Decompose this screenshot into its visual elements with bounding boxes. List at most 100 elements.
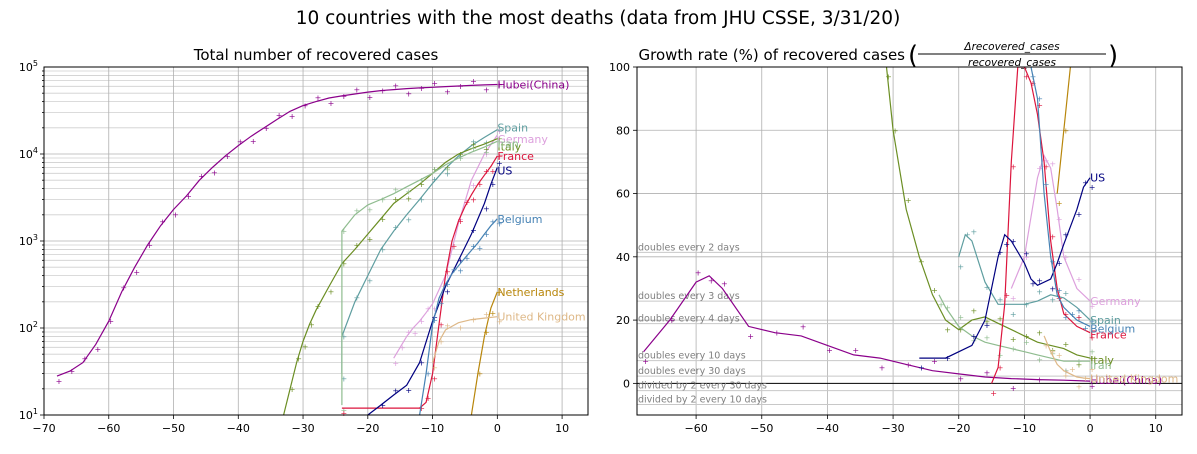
left-point: + (431, 305, 438, 314)
left-point: + (366, 93, 373, 102)
left-point: + (405, 386, 412, 395)
left-point: + (250, 137, 257, 146)
right-point: + (1043, 341, 1050, 350)
left-series-belgium (419, 218, 498, 416)
right-xtick-label: 0 (1087, 422, 1094, 435)
right-point: + (997, 364, 1004, 373)
left-point: + (457, 256, 464, 265)
left-point: + (496, 288, 503, 297)
right-series-hubei-china (643, 275, 1091, 382)
right-point: + (984, 368, 991, 377)
right-point: + (695, 269, 702, 278)
right-point: + (1089, 365, 1096, 374)
left-label-italy: Italy (497, 141, 521, 154)
left-point: + (483, 145, 490, 154)
right-ytick-label: 80 (616, 124, 630, 137)
left-point: + (425, 394, 432, 403)
right-series-netherlands (1056, 67, 1071, 194)
figure-title: 10 countries with the most deaths (data … (296, 8, 901, 29)
left-ytick-label: 102 (19, 320, 38, 335)
left-series-lines: ++++++++++++ +++ +++ ++++++++++++++++++++++… (56, 77, 503, 418)
reference-label: doubles every 4 days (638, 314, 740, 325)
right-point: + (957, 262, 964, 271)
right-label-spain: Spain (1090, 314, 1121, 327)
left-point: + (392, 195, 399, 204)
left-point: + (470, 77, 477, 86)
right-point: + (1049, 349, 1056, 358)
right-point: + (1089, 302, 1096, 311)
left-point: + (483, 310, 490, 319)
left-point: + (470, 140, 477, 149)
right-xtick-label: −50 (750, 422, 773, 435)
right-point: + (1036, 329, 1043, 338)
right-point: + (1010, 384, 1017, 393)
right-label-france: France (1090, 329, 1127, 342)
right-point: + (990, 389, 997, 398)
left-point: + (328, 287, 335, 296)
right-point: + (984, 318, 991, 327)
left-xtick-label: 10 (555, 422, 569, 435)
right-point: + (1076, 313, 1083, 322)
right-series-lines: ++++ ++ +++ ++ + +++++++++ +++++++++ +++++ +++++… (642, 67, 1095, 398)
left-point: + (457, 152, 464, 161)
chart-right-title-fraction: ( Δrecovered_cases recovered_cases ) (908, 41, 1118, 71)
left-series-germany (393, 134, 498, 359)
right-ytick-label: 100 (609, 61, 630, 74)
right-point: + (1076, 357, 1083, 366)
left-point: + (457, 215, 464, 224)
left-point: + (159, 217, 166, 226)
right-point: + (1069, 365, 1076, 374)
left-point: + (405, 188, 412, 197)
left-ytick-label: 104 (19, 146, 38, 161)
chart-right-title: Growth rate (%) of recovered cases (639, 46, 906, 64)
right-point: + (931, 286, 938, 295)
right-point: + (971, 332, 978, 341)
left-point: + (379, 195, 386, 204)
left-point: + (490, 167, 497, 176)
right-point: + (1049, 159, 1056, 168)
right-point: + (1069, 310, 1076, 319)
right-point: + (1049, 258, 1056, 267)
left-point: + (470, 196, 477, 205)
left-point: + (82, 354, 89, 363)
left-label-iran: Iran (497, 137, 519, 150)
left-point: + (470, 181, 477, 190)
right-point: + (1036, 95, 1043, 104)
right-point: + (1043, 180, 1050, 189)
right-xtick-label: −10 (1013, 422, 1036, 435)
right-point: + (1023, 300, 1030, 309)
left-point: + (490, 309, 497, 318)
right-series-italy (885, 67, 1091, 359)
left-point: + (185, 192, 192, 201)
left-point: + (237, 137, 244, 146)
left-point: + (483, 167, 490, 176)
left-point: + (477, 244, 484, 253)
right-point: + (1076, 313, 1083, 322)
right-point: + (944, 303, 951, 312)
left-point: + (496, 152, 503, 161)
right-series-france (991, 67, 1091, 384)
right-point: + (1089, 354, 1096, 363)
left-series-hubei-china (56, 83, 498, 377)
left-point: + (444, 287, 451, 296)
reference-label: doubles every 10 days (638, 351, 746, 362)
right-point: + (1089, 333, 1096, 342)
left-point: + (431, 175, 438, 184)
right-point: + (1062, 340, 1069, 349)
right-point: + (1089, 348, 1096, 357)
left-point: + (438, 337, 445, 346)
left-point: + (418, 359, 425, 368)
right-point: + (984, 321, 991, 330)
left-point: + (328, 99, 335, 108)
left-point: + (470, 316, 477, 325)
right-point: + (1030, 72, 1037, 81)
left-xtick-label: −40 (227, 422, 250, 435)
chart-total-recovered: Total number of recovered cases ++++++++… (19, 46, 589, 435)
left-point: + (496, 137, 503, 146)
left-point: + (431, 316, 438, 325)
right-point: + (1056, 351, 1063, 360)
right-point: + (971, 228, 978, 237)
left-point: + (198, 172, 205, 181)
left-point: + (438, 320, 445, 329)
right-point: + (1062, 289, 1069, 298)
